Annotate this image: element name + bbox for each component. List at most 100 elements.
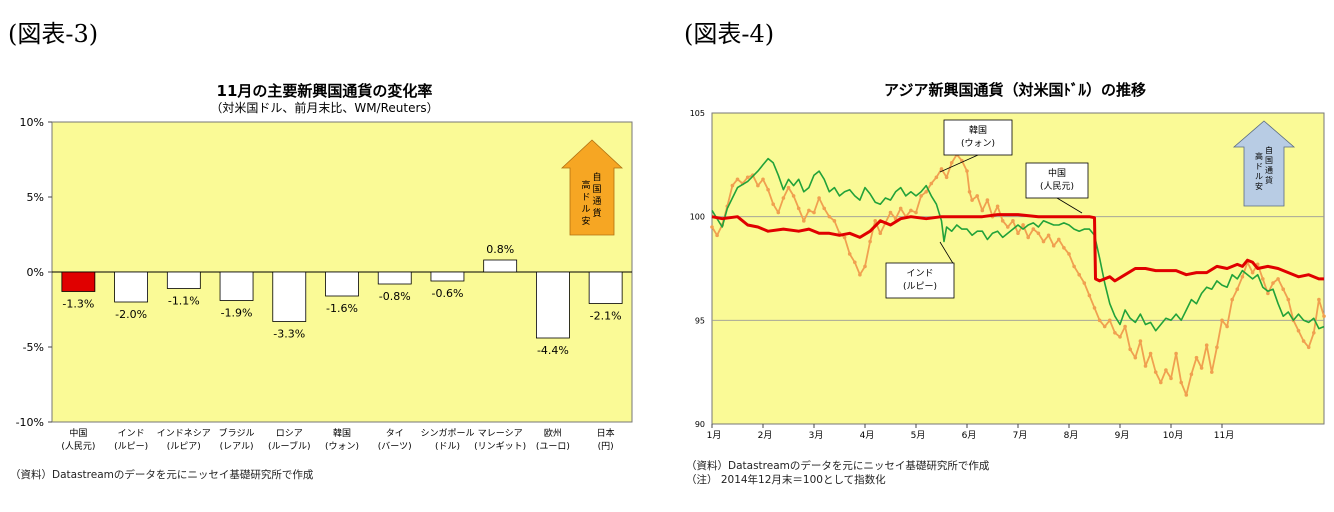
bar xyxy=(114,271,148,303)
data-label: -4.4% xyxy=(537,344,569,357)
series-point xyxy=(842,235,847,240)
arrow-annotation: 自国通貨高ドル安 xyxy=(581,171,601,227)
series-point xyxy=(853,260,857,265)
series-point xyxy=(1108,318,1112,323)
series-point xyxy=(1102,324,1107,329)
bar xyxy=(61,271,96,292)
category-sublabel: (ユーロ) xyxy=(536,442,570,452)
series-point xyxy=(975,194,979,198)
x-tick-label: 11月 xyxy=(1214,430,1234,441)
chart-title-right: アジア新興国通貨（対米国ﾄﾞﾙ）の推移 xyxy=(884,81,1146,99)
series-point xyxy=(1082,281,1087,285)
series-line xyxy=(711,213,1324,283)
series-point xyxy=(1006,225,1010,229)
series-point xyxy=(781,196,786,200)
series-point xyxy=(730,183,735,188)
bar xyxy=(377,271,412,285)
callout-china-line1: 中国 xyxy=(1048,167,1066,179)
series-point xyxy=(822,206,826,211)
bar xyxy=(536,271,570,339)
data-label: -1.1% xyxy=(168,295,200,308)
series-point xyxy=(1133,355,1138,360)
series-point xyxy=(1067,252,1071,256)
series-point xyxy=(995,204,1000,209)
series-point xyxy=(1148,351,1153,356)
category-label: 欧州 xyxy=(544,427,562,439)
data-label: -3.3% xyxy=(273,328,305,341)
series-point xyxy=(1159,380,1163,385)
series-point xyxy=(970,198,974,202)
x-tick-label: 3月 xyxy=(809,430,824,441)
arrow-annotation-right: 自国通貨高ドル安 xyxy=(1255,145,1273,191)
y-tick-label: 105 xyxy=(690,109,705,118)
figure-label-right: (図表-4) xyxy=(684,20,775,48)
series-point xyxy=(1118,335,1122,339)
series-point xyxy=(796,206,801,211)
series-point xyxy=(985,198,990,202)
series-point xyxy=(878,231,883,236)
series-point xyxy=(1011,219,1015,223)
series-point xyxy=(1204,343,1209,348)
series-point xyxy=(1184,393,1189,397)
series-point xyxy=(1092,306,1097,310)
x-tick-label: 9月 xyxy=(1115,430,1130,441)
y-tick-label: 5% xyxy=(27,191,44,204)
category-label: マレーシア xyxy=(478,429,523,439)
series-point xyxy=(1021,223,1025,227)
plot-area xyxy=(711,112,1325,425)
callout-china-line2: (人民元) xyxy=(1040,181,1074,192)
source-note-right: （資料）Datastreamのデータを元にニッセイ基礎研究所で作成 xyxy=(686,460,990,472)
callout-india-box xyxy=(885,262,955,299)
y-tick-label: -5% xyxy=(23,341,44,354)
bar xyxy=(166,271,201,289)
category-sublabel: (バーツ) xyxy=(378,441,412,452)
series-point xyxy=(1057,237,1061,242)
category-label: インドネシア xyxy=(157,428,211,439)
category-label: 中国 xyxy=(69,427,87,439)
series-point xyxy=(1250,270,1255,275)
up-arrow-blue xyxy=(1232,120,1296,207)
series-point xyxy=(1322,314,1326,318)
series-point xyxy=(1230,297,1234,302)
series-point xyxy=(939,167,944,171)
series-point xyxy=(786,185,791,190)
bar xyxy=(430,271,465,282)
series-point xyxy=(965,169,969,173)
data-label: -0.6% xyxy=(431,287,463,300)
series-point xyxy=(1026,235,1030,240)
bar xyxy=(272,271,307,322)
series-point xyxy=(1317,297,1321,302)
series-point xyxy=(1301,339,1306,343)
data-label: -2.1% xyxy=(590,310,622,323)
chart-subtitle-left: （対米国ドル、前月末比、WM/Reuters） xyxy=(210,101,439,115)
series-point xyxy=(776,210,781,215)
data-label: -0.8% xyxy=(379,290,411,303)
series-point xyxy=(802,219,806,223)
x-tick-label: 1月 xyxy=(707,430,722,441)
series-point xyxy=(967,189,972,194)
series-point xyxy=(745,175,750,180)
series-point xyxy=(1164,368,1168,372)
series-point xyxy=(1286,297,1291,302)
series-point xyxy=(868,239,872,244)
series-point xyxy=(1266,291,1270,296)
series-point xyxy=(858,272,862,277)
series-point xyxy=(715,233,719,238)
category-sublabel: (ウォン) xyxy=(325,441,359,452)
category-sublabel: (ドル) xyxy=(435,442,460,452)
y-tick-label: 10% xyxy=(20,116,44,129)
series-point xyxy=(771,202,775,207)
series-point xyxy=(756,183,760,188)
series-point xyxy=(1276,277,1280,281)
category-label: ロシア xyxy=(276,429,303,439)
x-tick-label: 5月 xyxy=(911,430,926,441)
data-label: 0.8% xyxy=(486,243,514,256)
series-point xyxy=(827,214,832,219)
category-sublabel: (ルピー) xyxy=(114,441,148,452)
category-sublabel: (円) xyxy=(598,441,614,452)
x-tick-label: 2月 xyxy=(758,430,773,441)
series-point xyxy=(1174,351,1178,356)
series-point xyxy=(807,208,811,213)
series-point xyxy=(919,194,923,198)
series-point xyxy=(980,208,985,213)
